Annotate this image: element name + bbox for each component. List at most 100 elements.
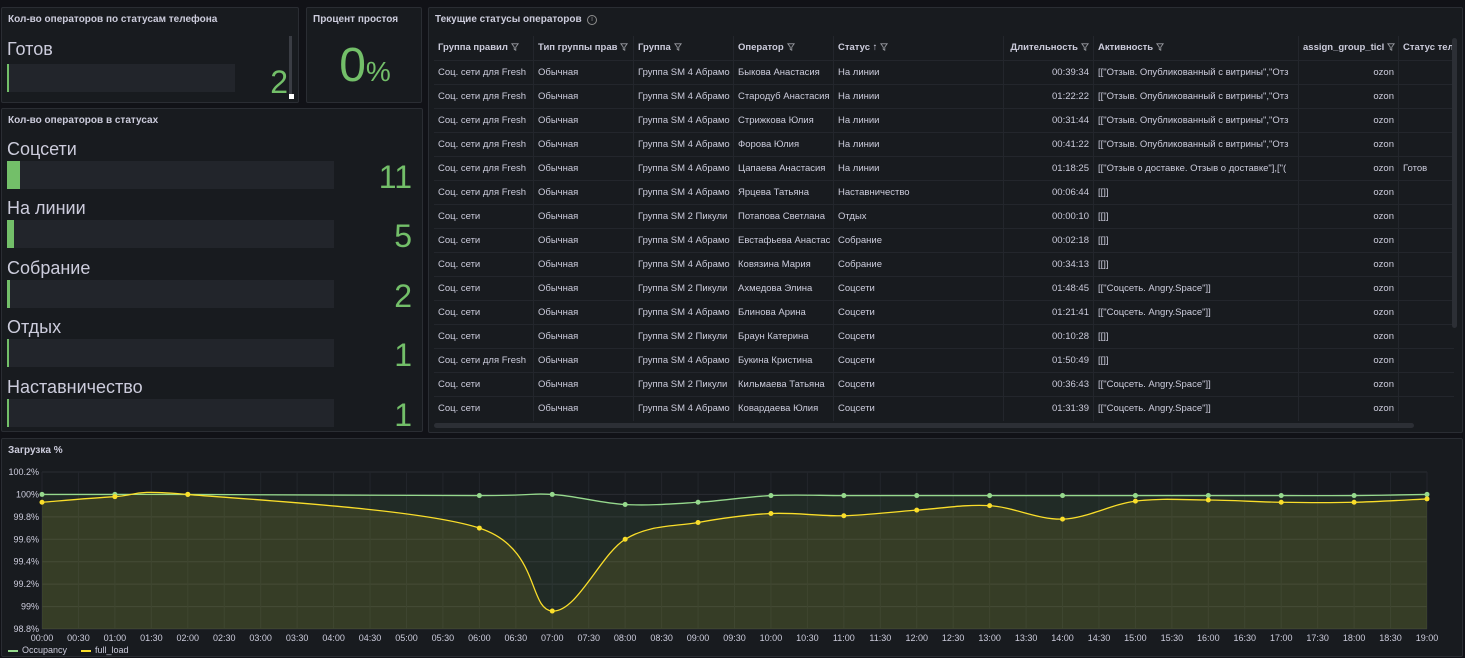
table-cell: ozon <box>1299 133 1399 157</box>
data-point <box>39 499 45 505</box>
data-point <box>622 502 628 508</box>
data-point <box>549 608 555 614</box>
x-tick-label: 15:00 <box>1124 633 1147 643</box>
table-row[interactable]: Соц. сети Обычная Группа SM 4 Абрамо Евстаф… <box>434 228 1454 253</box>
table-cell: Обычная <box>534 253 634 277</box>
table-row[interactable]: Соц. сети для Fresh Обычная Группа SM 4 Аб… <box>434 84 1454 109</box>
table-row[interactable]: Соц. сети для Fresh Обычная Группа SM 4 Аб… <box>434 180 1454 205</box>
phone-status-panel: Кол-во операторов по статусам телефона Г… <box>1 7 299 103</box>
horizontal-scrollbar[interactable] <box>434 423 1414 428</box>
table-cell <box>1399 301 1454 325</box>
table-row[interactable]: Соц. сети для Fresh Обычная Группа SM 4 Аб… <box>434 156 1454 181</box>
table-cell: Соцсети <box>834 301 1004 325</box>
time-series-chart[interactable]: 100.2%100%99.8%99.6%99.4%99.2%99%98.8%00… <box>2 459 1462 657</box>
data-point <box>1278 499 1284 505</box>
table-row[interactable]: Соц. сети Обычная Группа SM 4 Абрамо Ковязи… <box>434 252 1454 277</box>
data-point <box>695 499 701 505</box>
x-tick-label: 15:30 <box>1161 633 1184 643</box>
table-cell: [[]] <box>1094 229 1299 253</box>
table-cell: Ярцева Татьяна <box>734 181 834 205</box>
table-cell: 00:00:10 <box>1004 205 1094 229</box>
x-tick-label: 08:00 <box>614 633 637 643</box>
filter-icon[interactable] <box>880 43 889 52</box>
status-bar-value: 11 <box>378 159 412 195</box>
column-header[interactable]: Группа <box>634 36 734 60</box>
data-point <box>768 493 774 499</box>
panel-title[interactable]: Загрузка % <box>8 445 63 456</box>
table-row[interactable]: Соц. сети Обычная Группа SM 2 Пикули Ахмедо… <box>434 276 1454 301</box>
table-cell: 01:22:22 <box>1004 85 1094 109</box>
load-chart-panel: Загрузка % 100.2% 100% 99.8% 99.6% 99.4% 99.2… <box>1 438 1463 657</box>
data-point <box>695 519 701 525</box>
column-header[interactable]: Оператор <box>734 36 834 60</box>
column-header[interactable]: Длительность <box>1004 36 1094 60</box>
table-row[interactable]: Соц. сети Обычная Группа SM 2 Пикули Браун … <box>434 324 1454 349</box>
legend-item[interactable]: full_load <box>81 645 129 655</box>
status-bar-fill <box>7 220 14 248</box>
table-cell: Группа SM 4 Абрамо <box>634 181 734 205</box>
table-row[interactable]: Соц. сети Обычная Группа SM 4 Абрамо Блинов… <box>434 300 1454 325</box>
table-cell: Обычная <box>534 109 634 133</box>
table-cell <box>1399 253 1454 277</box>
table-row[interactable]: Соц. сети для Fresh Обычная Группа SM 4 Аб… <box>434 348 1454 373</box>
column-header[interactable]: Статус ↑ <box>834 36 1004 60</box>
panel-title[interactable]: Процент простоя <box>313 14 399 25</box>
table-cell: На линии <box>834 109 1004 133</box>
table-cell: Ковардаева Юлия <box>734 397 834 421</box>
column-header[interactable]: Тип группы прав <box>534 36 634 60</box>
table-cell: ozon <box>1299 325 1399 349</box>
table-row[interactable]: Соц. сети для Fresh Обычная Группа SM 4 Аб… <box>434 108 1454 133</box>
table-cell: 00:36:43 <box>1004 373 1094 397</box>
column-header[interactable]: Активность <box>1094 36 1299 60</box>
filter-icon[interactable] <box>510 43 519 52</box>
data-point <box>1132 493 1138 499</box>
table-cell <box>1399 229 1454 253</box>
resize-handle[interactable] <box>289 94 294 99</box>
sort-ascending-icon[interactable]: ↑ <box>870 42 878 53</box>
x-tick-label: 00:30 <box>67 633 90 643</box>
table-row[interactable]: Соц. сети для Fresh Обычная Группа SM 4 Аб… <box>434 132 1454 157</box>
table-cell: [["Отзыв. Опубликованный с витрины","Отз <box>1094 133 1299 157</box>
column-header-label: Статус <box>838 42 871 53</box>
filter-icon[interactable] <box>620 43 629 52</box>
filter-icon[interactable] <box>673 43 682 52</box>
table-cell <box>1399 397 1454 421</box>
table-row[interactable]: Соц. сети Обычная Группа SM 4 Абрамо Ковард… <box>434 396 1454 421</box>
column-header[interactable]: Статус теле <box>1399 36 1454 60</box>
y-tick-label: 99% <box>21 602 39 612</box>
data-point <box>1351 493 1357 499</box>
filter-icon[interactable] <box>1081 43 1089 52</box>
y-tick-label: 100% <box>16 489 39 499</box>
table-cell: Группа SM 4 Абрамо <box>634 157 734 181</box>
panel-title[interactable]: Кол-во операторов по статусам телефона <box>8 14 218 25</box>
table-cell: Обычная <box>534 85 634 109</box>
column-header[interactable]: Группа правил <box>434 36 534 60</box>
filter-icon[interactable] <box>1387 43 1396 52</box>
table-row[interactable]: Соц. сети для Fresh Обычная Группа SM 4 Аб… <box>434 60 1454 85</box>
status-bar-label: Соцсети <box>7 139 77 159</box>
column-header-label: Активность <box>1098 42 1154 53</box>
x-tick-label: 08:30 <box>650 633 673 643</box>
panel-title[interactable]: Кол-во операторов в статусах <box>8 115 159 126</box>
table-row[interactable]: Соц. сети Обычная Группа SM 2 Пикули Кильма… <box>434 372 1454 397</box>
table-row[interactable]: Соц. сети Обычная Группа SM 2 Пикули Потапо… <box>434 204 1454 229</box>
filter-icon[interactable] <box>1156 43 1165 52</box>
table-cell <box>1399 349 1454 373</box>
x-tick-label: 09:30 <box>723 633 746 643</box>
table-cell <box>1399 85 1454 109</box>
vertical-scrollbar[interactable] <box>1452 38 1457 328</box>
info-icon[interactable]: i <box>587 15 597 25</box>
table-cell: Обычная <box>534 397 634 421</box>
legend-item[interactable]: Occupancy <box>8 645 67 655</box>
x-tick-label: 04:30 <box>359 633 382 643</box>
chart-legend: Occupancy full_load <box>8 645 143 655</box>
status-bar-value: 1 <box>394 337 412 373</box>
scrollbar[interactable] <box>289 36 292 96</box>
table-cell: Соц. сети <box>434 277 534 301</box>
column-header[interactable]: assign_group_ticl <box>1299 36 1399 60</box>
table-cell: 01:21:41 <box>1004 301 1094 325</box>
panel-title[interactable]: Текущие статусы операторов <box>435 14 582 25</box>
table-cell: Обычная <box>534 325 634 349</box>
x-tick-label: 06:30 <box>505 633 528 643</box>
filter-icon[interactable] <box>786 43 795 52</box>
